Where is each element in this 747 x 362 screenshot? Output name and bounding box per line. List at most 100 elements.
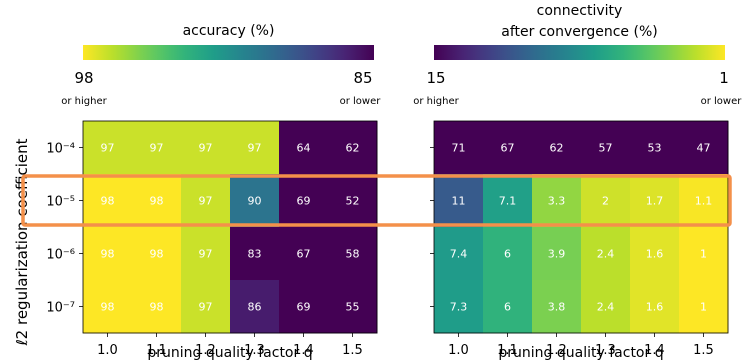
x-axis-label: pruning quality factor q — [147, 345, 312, 361]
cell-label: 11 — [452, 195, 466, 208]
cell-label: 7.3 — [450, 301, 468, 314]
colorbar-1 — [83, 45, 374, 60]
colorbar-max-sublabel: or lower — [340, 96, 382, 107]
cell-label: 67 — [297, 248, 311, 261]
cell-label: 97 — [199, 301, 213, 314]
heatmap-cell — [581, 227, 631, 281]
cell-label: 7.4 — [450, 248, 468, 261]
cell-label: 1.6 — [646, 248, 664, 261]
heatmap-cell — [581, 121, 631, 175]
heatmap-cell — [483, 227, 533, 281]
colorbar-max-sublabel: or lower — [701, 96, 743, 107]
cell-label: 83 — [248, 248, 262, 261]
heatmap-cell — [83, 174, 133, 228]
heatmap-cell — [532, 280, 582, 334]
cell-label: 98 — [150, 301, 164, 314]
x-axis-label: pruning quality factor q — [498, 345, 663, 361]
x-tick-label: 1.4 — [644, 343, 665, 358]
cell-label: 3.9 — [548, 248, 566, 261]
cell-label: 1.6 — [646, 301, 664, 314]
colorbar-label-line1: connectivity — [537, 3, 623, 19]
heatmap-cell — [181, 280, 231, 334]
heatmap-cell — [230, 121, 280, 175]
heatmap-cell — [328, 227, 378, 281]
cell-label: 3.8 — [548, 301, 566, 314]
colorbar-max-label: 85 — [353, 69, 372, 87]
heatmap-cell — [483, 174, 533, 228]
cell-label: 97 — [101, 142, 115, 155]
x-tick-label: 1.4 — [293, 343, 314, 358]
cell-label: 71 — [452, 142, 466, 155]
cell-label: 98 — [150, 248, 164, 261]
cell-label: 67 — [501, 142, 515, 155]
heatmap-cell — [532, 227, 582, 281]
heatmap-cell — [181, 174, 231, 228]
cell-label: 86 — [248, 301, 262, 314]
cell-label: 97 — [199, 142, 213, 155]
y-tick-label: 10⁻⁵ — [46, 195, 75, 210]
colorbar-max-label: 1 — [719, 69, 729, 87]
heatmap-cell — [679, 227, 729, 281]
cell-label: 2.4 — [597, 301, 615, 314]
cell-label: 2.4 — [597, 248, 615, 261]
cell-label: 1.1 — [695, 195, 713, 208]
cell-label: 57 — [599, 142, 613, 155]
cell-label: 98 — [101, 301, 115, 314]
heatmap-cell — [679, 121, 729, 175]
x-tick-label: 1.3 — [244, 343, 265, 358]
heatmap-cell — [132, 174, 182, 228]
heatmap-cell — [679, 280, 729, 334]
cell-label: 69 — [297, 301, 311, 314]
heatmap-cell — [434, 174, 484, 228]
cell-label: 90 — [248, 195, 262, 208]
colorbar-min-sublabel: or higher — [413, 96, 459, 107]
highlight-row-box — [21, 174, 732, 227]
cell-label: 1.7 — [646, 195, 664, 208]
cell-label: 97 — [199, 248, 213, 261]
cell-label: 69 — [297, 195, 311, 208]
heatmap-cell — [279, 280, 329, 334]
heatmap-cell — [328, 174, 378, 228]
heatmap-cell — [279, 227, 329, 281]
colorbar-2 — [434, 45, 725, 60]
heatmap-cell — [279, 174, 329, 228]
heatmap-cell — [83, 280, 133, 334]
heatmap-cell — [230, 227, 280, 281]
cell-label: 62 — [550, 142, 564, 155]
heatmap-cell — [630, 174, 680, 228]
cell-label: 3.3 — [548, 195, 566, 208]
x-tick-label: 1.5 — [342, 343, 363, 358]
heatmap-cell — [434, 227, 484, 281]
cell-label: 97 — [248, 142, 262, 155]
heatmap-cell — [132, 280, 182, 334]
colorbar-min-label: 98 — [74, 69, 93, 87]
heatmap-cell — [630, 121, 680, 175]
y-tick-label: 10⁻⁴ — [46, 142, 75, 157]
heatmap-cell — [434, 121, 484, 175]
x-tick-label: 1.0 — [97, 343, 118, 358]
y-tick-label: 10⁻⁶ — [46, 248, 75, 263]
x-tick-label: 1.1 — [146, 343, 167, 358]
heatmap-cell — [630, 227, 680, 281]
cell-label: 2 — [602, 195, 609, 208]
x-tick-label: 1.5 — [693, 343, 714, 358]
colorbar-label-line2: after convergence (%) — [501, 24, 657, 40]
heatmap-cell — [279, 121, 329, 175]
x-tick-label: 1.2 — [546, 343, 567, 358]
colorbar-label: accuracy (%) — [183, 23, 275, 39]
y-tick-label: 10⁻⁷ — [46, 301, 75, 316]
x-tick-label: 1.1 — [497, 343, 518, 358]
cell-label: 1 — [700, 301, 707, 314]
cell-label: 98 — [101, 195, 115, 208]
x-tick-label: 1.3 — [595, 343, 616, 358]
y-axis-label: ℓ2 regularization coefficient — [13, 138, 31, 346]
cell-label: 53 — [648, 142, 662, 155]
plot-frame — [82, 120, 378, 334]
cell-label: 55 — [346, 301, 360, 314]
heatmap-cell — [581, 174, 631, 228]
cell-label: 62 — [346, 142, 360, 155]
heatmap-cell — [581, 280, 631, 334]
cell-label: 52 — [346, 195, 360, 208]
cell-label: 7.1 — [499, 195, 517, 208]
